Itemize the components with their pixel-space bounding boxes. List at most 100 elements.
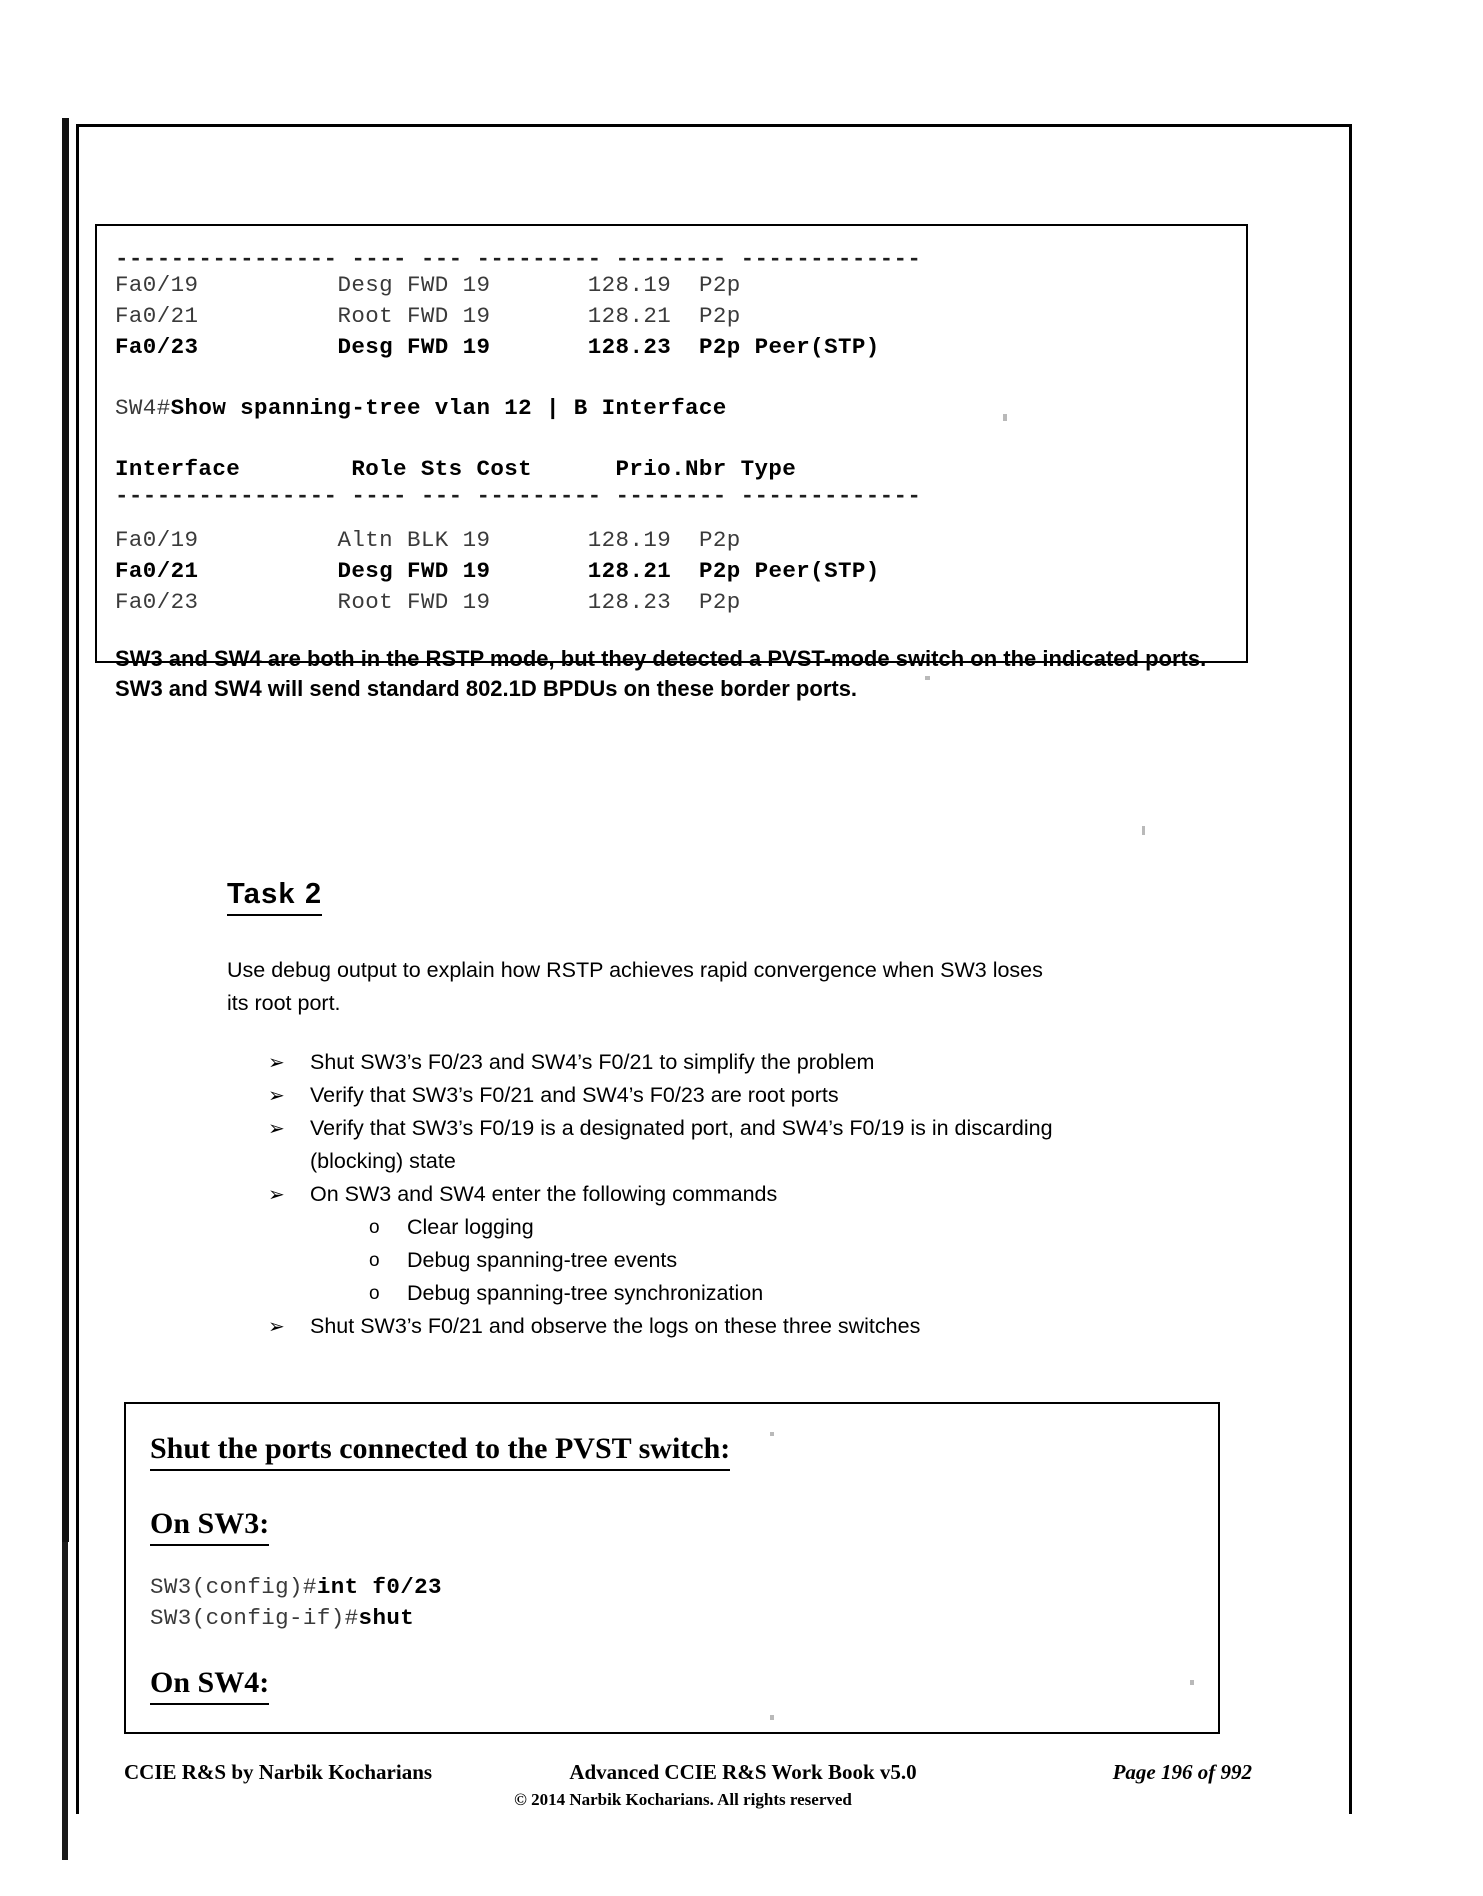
list-item: ➢ Shut SW3’s F0/23 and SW4’s F0/21 to si… bbox=[268, 1046, 1098, 1079]
table2-header: Interface Role Sts Cost Prio.Nbr Type bbox=[115, 456, 797, 482]
task-heading: Task 2 bbox=[227, 878, 323, 916]
sub-list-item: o Clear logging bbox=[369, 1211, 1098, 1244]
page-footer: CCIE R&S by Narbik Kocharians Advanced C… bbox=[124, 1760, 1252, 1810]
footer-title: Advanced CCIE R&S Work Book v5.0 bbox=[569, 1760, 917, 1784]
output-note-line2: SW3 and SW4 will send standard 802.1D BP… bbox=[115, 676, 858, 701]
terminal-output-box: ---------------- ---- --- --------- ----… bbox=[95, 224, 1248, 701]
output-spacer bbox=[115, 424, 1238, 454]
table-row: Fa0/19 Altn BLK 19 128.19 P2p bbox=[115, 525, 1238, 556]
command-prompt: SW4# bbox=[115, 395, 171, 421]
arrow-bullet-icon: ➢ bbox=[268, 1083, 285, 1107]
config-command: shut bbox=[358, 1605, 415, 1631]
cell-cost: 19 bbox=[462, 589, 491, 615]
cell-type: P2p bbox=[698, 589, 741, 615]
scan-edge-artifact-lower bbox=[62, 1542, 68, 1860]
cell-prio: 128.19 bbox=[587, 527, 672, 553]
command-line: SW4#Show spanning-tree vlan 12 | B Inter… bbox=[115, 393, 1238, 424]
list-item-label: Verify that SW3’s F0/21 and SW4’s F0/23 … bbox=[310, 1083, 839, 1107]
arrow-bullet-icon: ➢ bbox=[268, 1314, 285, 1338]
list-item: ➢ Verify that SW3’s F0/19 is a designate… bbox=[268, 1112, 1098, 1178]
cell-prio: 128.23 bbox=[587, 334, 672, 360]
sub-list-item: o Debug spanning-tree events bbox=[369, 1244, 1098, 1277]
cell-cost: 19 bbox=[462, 527, 491, 553]
arrow-bullet-icon: ➢ bbox=[268, 1182, 285, 1206]
cell-role: Desg bbox=[337, 558, 394, 584]
cell-role: Root bbox=[337, 303, 394, 329]
command-text: Show spanning-tree vlan 12 | B Interface bbox=[170, 395, 727, 421]
scan-speck bbox=[925, 676, 930, 680]
list-item: ➢ Shut SW3’s F0/21 and observe the logs … bbox=[268, 1310, 1098, 1343]
cell-interface: Fa0/23 bbox=[115, 589, 199, 615]
cell-role: Desg bbox=[337, 334, 394, 360]
cell-sts: FWD bbox=[406, 272, 449, 298]
circle-bullet-icon: o bbox=[369, 1250, 380, 1271]
cell-type: P2p bbox=[698, 527, 741, 553]
sw4-heading: On SW4: bbox=[150, 1664, 270, 1705]
output-note: SW3 and SW4 are both in the RSTP mode, b… bbox=[115, 644, 1215, 704]
cell-sts: BLK bbox=[406, 527, 449, 553]
sub-list-item-label: Debug spanning-tree events bbox=[407, 1248, 678, 1272]
table-row-highlighted: Fa0/21 Desg FWD 19 128.21 P2p Peer(STP) bbox=[115, 556, 1238, 587]
footer-author: CCIE R&S by Narbik Kocharians bbox=[124, 1760, 433, 1784]
cell-prio: 128.21 bbox=[587, 558, 672, 584]
scan-edge-artifact bbox=[62, 118, 69, 1542]
list-item-label: Shut SW3’s F0/23 and SW4’s F0/21 to simp… bbox=[310, 1050, 875, 1074]
config-line: SW3(config)#int f0/23 bbox=[150, 1572, 1208, 1603]
footer-main-row: CCIE R&S by Narbik Kocharians Advanced C… bbox=[124, 1760, 1252, 1785]
cell-type: P2p Peer(STP) bbox=[698, 334, 880, 360]
sub-list-item-label: Clear logging bbox=[407, 1215, 534, 1239]
cell-sts: FWD bbox=[406, 589, 449, 615]
cell-cost: 19 bbox=[462, 272, 491, 298]
cell-role: Desg bbox=[337, 272, 394, 298]
cell-type: P2p bbox=[698, 272, 741, 298]
scan-speck bbox=[770, 1715, 774, 1720]
cell-sts: FWD bbox=[406, 558, 449, 584]
table2-rule: ---------------- ---- --- --------- ----… bbox=[115, 483, 922, 509]
table-row: Fa0/21 Root FWD 19 128.21 P2p bbox=[115, 301, 1238, 332]
table1-rule: ---------------- ---- --- --------- ----… bbox=[115, 246, 922, 272]
cell-prio: 128.23 bbox=[587, 589, 672, 615]
cell-cost: 19 bbox=[462, 558, 491, 584]
task-sub-bullet-list: o Clear logging o Debug spanning-tree ev… bbox=[369, 1211, 1098, 1310]
output-note-line1: SW3 and SW4 are both in the RSTP mode, b… bbox=[115, 646, 1207, 671]
cell-role: Altn bbox=[337, 527, 394, 553]
cell-sts: FWD bbox=[406, 334, 449, 360]
cell-sts: FWD bbox=[406, 303, 449, 329]
scan-speck bbox=[1190, 1680, 1194, 1685]
cell-cost: 19 bbox=[462, 334, 491, 360]
sw3-heading: On SW3: bbox=[150, 1505, 270, 1546]
config-prompt: SW3(config)# bbox=[150, 1574, 317, 1600]
sub-list-item: o Debug spanning-tree synchronization bbox=[369, 1277, 1098, 1310]
cell-prio: 128.19 bbox=[587, 272, 672, 298]
table-row-highlighted: Fa0/23 Desg FWD 19 128.23 P2p Peer(STP) bbox=[115, 332, 1238, 363]
cell-cost: 19 bbox=[462, 303, 491, 329]
cell-prio: 128.21 bbox=[587, 303, 672, 329]
scan-speck bbox=[1003, 414, 1007, 421]
cell-type: P2p Peer(STP) bbox=[698, 558, 880, 584]
task-bullet-list: ➢ Shut SW3’s F0/23 and SW4’s F0/21 to si… bbox=[268, 1046, 1098, 1343]
output-spacer bbox=[115, 363, 1238, 393]
circle-bullet-icon: o bbox=[369, 1217, 380, 1238]
list-item: ➢ Verify that SW3’s F0/21 and SW4’s F0/2… bbox=[268, 1079, 1098, 1112]
arrow-bullet-icon: ➢ bbox=[268, 1050, 285, 1074]
config-box-heading: Shut the ports connected to the PVST swi… bbox=[150, 1430, 731, 1471]
arrow-bullet-icon: ➢ bbox=[268, 1116, 285, 1140]
footer-copyright: © 2014 Narbik Kocharians. All rights res… bbox=[514, 1790, 852, 1809]
cell-interface: Fa0/23 bbox=[115, 334, 199, 360]
cell-interface: Fa0/19 bbox=[115, 527, 199, 553]
config-line: SW3(config-if)#shut bbox=[150, 1603, 1208, 1634]
config-output-box: Shut the ports connected to the PVST swi… bbox=[124, 1402, 1220, 1734]
table-row: Fa0/23 Root FWD 19 128.23 P2p bbox=[115, 587, 1238, 618]
list-item-label: On SW3 and SW4 enter the following comma… bbox=[310, 1182, 778, 1206]
cell-type: P2p bbox=[698, 303, 741, 329]
output-spacer bbox=[115, 507, 1238, 525]
page-frame bbox=[76, 124, 1352, 1814]
sub-list-item-label: Debug spanning-tree synchronization bbox=[407, 1281, 764, 1305]
scan-speck bbox=[770, 1432, 774, 1436]
config-command: int f0/23 bbox=[316, 1574, 442, 1600]
list-item-label: Verify that SW3’s F0/19 is a designated … bbox=[310, 1116, 1053, 1173]
circle-bullet-icon: o bbox=[369, 1283, 380, 1304]
list-item-label: Shut SW3’s F0/21 and observe the logs on… bbox=[310, 1314, 921, 1338]
cell-role: Root bbox=[337, 589, 394, 615]
cell-interface: Fa0/19 bbox=[115, 272, 199, 298]
